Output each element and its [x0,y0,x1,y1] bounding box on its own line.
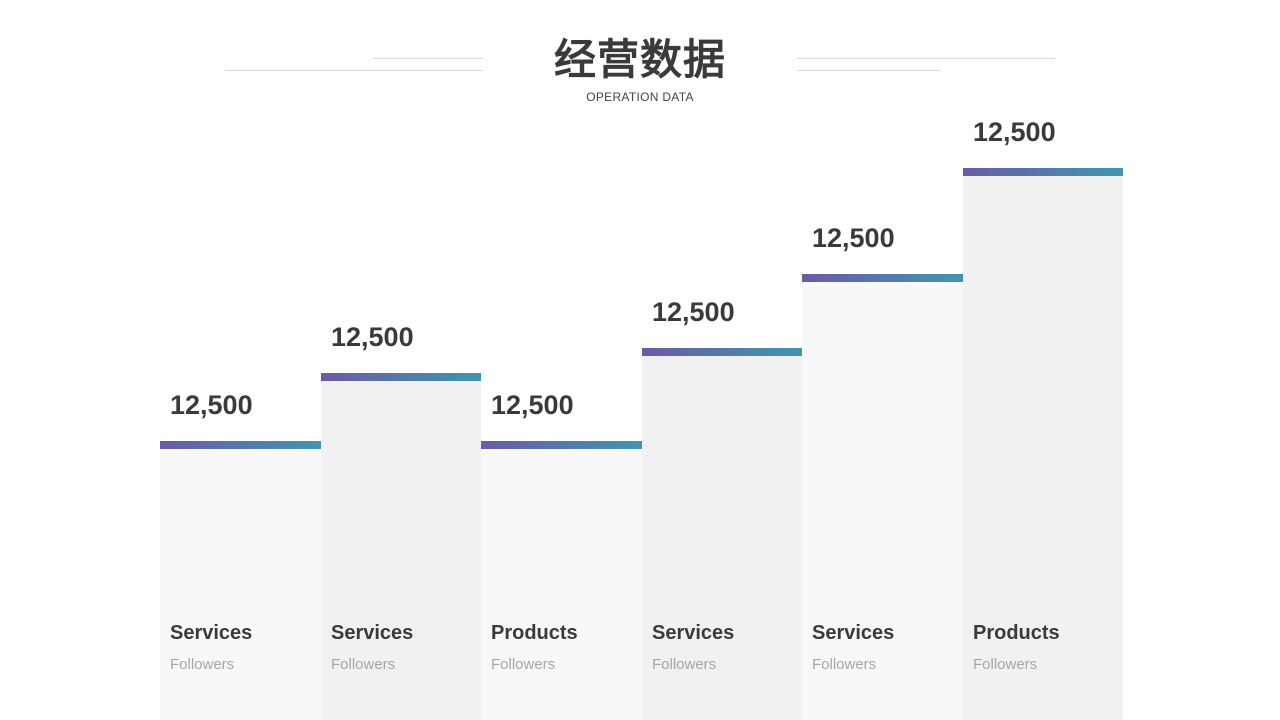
header-line-left-upper [373,58,483,59]
header-line-right-lower [797,70,941,71]
bar-accent-line [963,168,1123,176]
bar-value-label: 12,500 [170,390,253,420]
bar-category-label: Services [331,622,414,644]
bar-category-label: Products [973,622,1060,644]
bar-accent-line [481,441,642,449]
bar-value-label: 12,500 [652,297,735,327]
page-title: 经营数据 [553,35,726,84]
bar-category-label: Services [812,622,895,644]
bar-sublabel: Followers [812,656,877,673]
bar-accent-line [321,373,481,381]
bar [802,274,963,720]
bar-value-label: 12,500 [973,117,1056,147]
bar [160,441,321,720]
header-line-left-lower [225,70,483,71]
bar-value-label: 12,500 [491,390,574,420]
bar-sublabel: Followers [170,656,235,673]
bar-accent-line [802,274,963,282]
bar-sublabel: Followers [491,656,556,673]
bar-category-label: Products [491,622,578,644]
bar-value-label: 12,500 [331,322,414,352]
bar [321,373,481,720]
bar [963,168,1123,720]
bar [481,441,642,720]
bar-value-label: 12,500 [812,223,895,253]
header-line-right-upper [797,58,1055,59]
bar-accent-line [642,348,802,356]
bar-category-label: Services [652,622,735,644]
bar-sublabel: Followers [331,656,396,673]
bar-accent-line [160,441,321,449]
bar [642,348,802,720]
bar-sublabel: Followers [973,656,1038,673]
page-subtitle: OPERATION DATA [586,90,694,104]
bar-category-label: Services [170,622,253,644]
bar-sublabel: Followers [652,656,717,673]
